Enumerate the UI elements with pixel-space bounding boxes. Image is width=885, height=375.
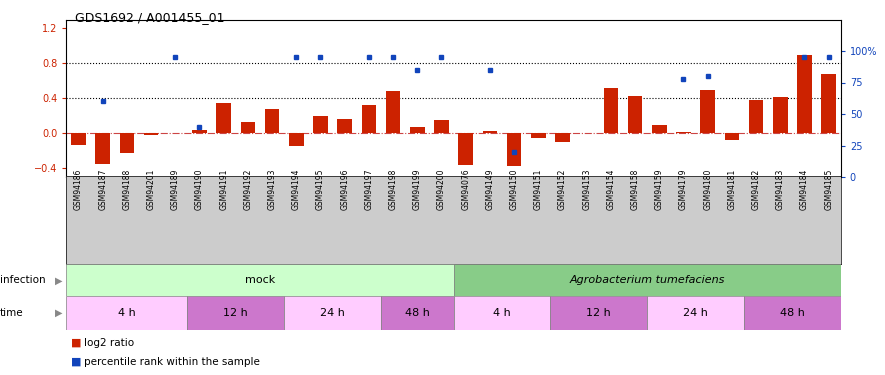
Bar <box>284 296 381 330</box>
Bar <box>66 296 188 330</box>
Bar <box>454 264 841 296</box>
Bar <box>71 133 86 145</box>
Text: ▶: ▶ <box>55 308 62 318</box>
Bar <box>96 133 110 164</box>
Text: mock: mock <box>245 275 275 285</box>
Bar <box>265 109 280 133</box>
Text: 12 h: 12 h <box>223 308 248 318</box>
Bar <box>773 96 788 133</box>
Bar <box>652 125 666 133</box>
Bar <box>362 105 376 133</box>
Text: percentile rank within the sample: percentile rank within the sample <box>84 357 260 367</box>
Bar <box>381 296 454 330</box>
Text: ▶: ▶ <box>55 275 62 285</box>
Bar <box>188 296 284 330</box>
Bar <box>700 90 715 133</box>
Bar <box>482 130 497 133</box>
Bar <box>797 54 812 133</box>
Text: 12 h: 12 h <box>587 308 612 318</box>
Bar <box>749 100 763 133</box>
Bar <box>435 120 449 133</box>
Text: time: time <box>0 308 24 318</box>
Bar <box>555 133 570 142</box>
Bar <box>241 122 255 133</box>
Bar <box>744 296 841 330</box>
Text: Agrobacterium tumefaciens: Agrobacterium tumefaciens <box>569 275 725 285</box>
Bar <box>386 91 400 133</box>
Bar <box>821 74 836 133</box>
Bar <box>550 296 647 330</box>
Text: 4 h: 4 h <box>493 308 511 318</box>
Text: 48 h: 48 h <box>780 308 804 318</box>
Bar <box>647 296 744 330</box>
Bar <box>119 133 135 153</box>
Text: ■: ■ <box>71 338 81 348</box>
Bar <box>507 133 521 166</box>
Bar <box>192 130 207 133</box>
Bar <box>725 133 739 140</box>
Bar <box>337 119 352 133</box>
Bar <box>454 296 550 330</box>
Text: 24 h: 24 h <box>683 308 708 318</box>
Text: GDS1692 / A001455_01: GDS1692 / A001455_01 <box>75 11 225 24</box>
Bar <box>627 96 643 133</box>
Text: log2 ratio: log2 ratio <box>84 338 135 348</box>
Bar <box>676 132 690 133</box>
Text: ■: ■ <box>71 357 81 367</box>
Bar <box>604 88 618 133</box>
Text: infection: infection <box>0 275 46 285</box>
Text: 4 h: 4 h <box>118 308 135 318</box>
Text: 24 h: 24 h <box>320 308 345 318</box>
Bar <box>458 133 473 165</box>
Bar <box>217 103 231 133</box>
Bar <box>289 133 304 146</box>
Bar <box>313 116 327 133</box>
Bar <box>66 264 454 296</box>
Bar <box>410 127 425 133</box>
Bar <box>143 133 158 135</box>
Text: 48 h: 48 h <box>404 308 430 318</box>
Bar <box>531 133 545 138</box>
